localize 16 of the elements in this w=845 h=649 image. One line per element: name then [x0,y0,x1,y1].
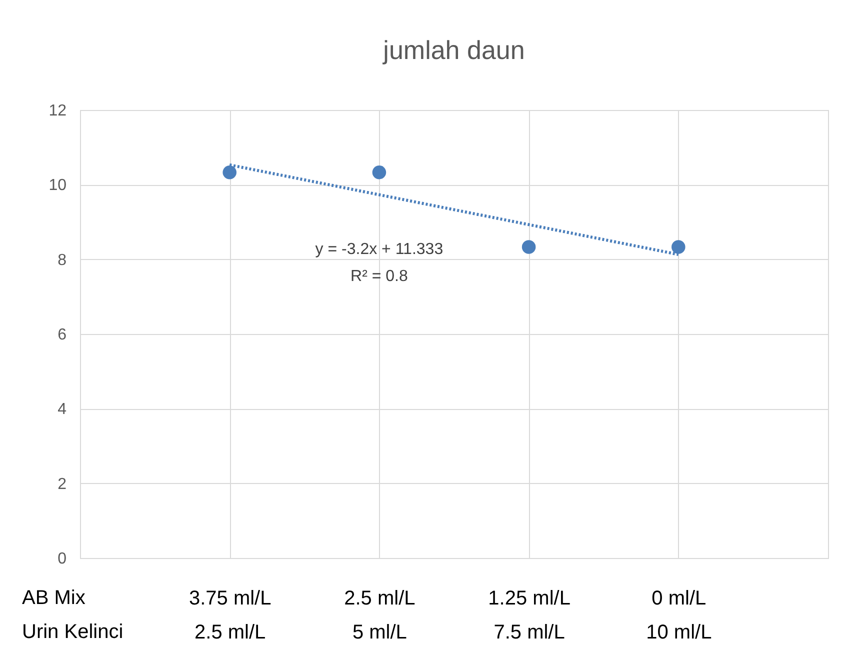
x-tick-label: 3.75 ml/L 2.5 ml/L [188,588,272,644]
y-tick-label: 4 [58,401,67,418]
y-tick-label: 0 [58,550,67,568]
chart-title: jumlah daun [382,35,525,65]
y-tick-label: 12 [48,102,67,120]
y-tick-label: 10 [48,177,67,194]
x-tick-label: 0 ml/L 10 ml/L [646,588,712,644]
text: Urin Kelinci [22,621,124,643]
text: AB Mix [22,587,86,609]
x-tick-label: 1.25 ml/L 7.5 ml/L [488,588,570,644]
y-tick-label: 8 [58,252,67,269]
x-tick-label: 2.5 ml/L 5 ml/L [344,588,416,644]
annotation: R² = 0.8 [350,268,408,285]
y-tick-label: 2 [58,476,67,493]
annotation: y = -3.2x + 11.333 [315,240,444,258]
y-tick-label: 6 [58,326,67,344]
